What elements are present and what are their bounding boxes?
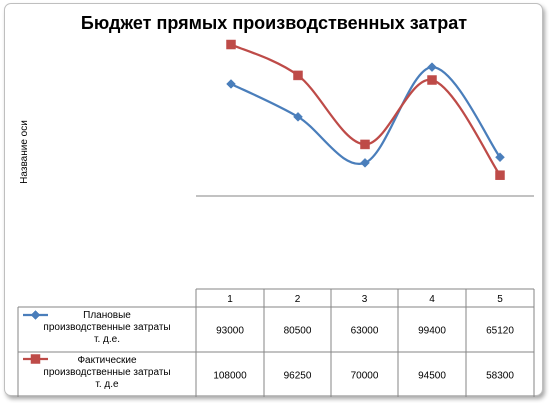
series-name: производственные затраты bbox=[43, 322, 170, 333]
series-name: Плановые bbox=[83, 310, 131, 321]
table-value-cell: 65120 bbox=[486, 326, 514, 337]
series-name: Фактические bbox=[77, 355, 137, 366]
series-1-point-2 bbox=[293, 111, 303, 122]
legend-key-marker-2 bbox=[30, 354, 41, 364]
series-line-1 bbox=[230, 65, 501, 166]
table-value-cell: 99400 bbox=[418, 326, 446, 337]
series-name: т. д.е bbox=[95, 379, 119, 390]
series-2-point-5 bbox=[495, 170, 505, 180]
chart-title: Бюджет прямых производственных затрат bbox=[81, 13, 467, 33]
series-name: т. д.е. bbox=[94, 334, 120, 345]
legend-key-marker-1 bbox=[30, 310, 41, 320]
table-header-cell: 3 bbox=[362, 294, 368, 305]
table-value-cell: 58300 bbox=[486, 371, 514, 382]
table-header-cell: 1 bbox=[227, 294, 233, 305]
table-header-cell: 5 bbox=[497, 294, 503, 305]
table-value-cell: 70000 bbox=[351, 371, 379, 382]
table-value-cell: 93000 bbox=[216, 326, 244, 337]
series-2-point-3 bbox=[360, 139, 370, 150]
table-value-cell: 96250 bbox=[284, 371, 312, 382]
table-header-cell: 2 bbox=[295, 294, 301, 305]
series-2-point-1 bbox=[226, 39, 236, 50]
table-value-cell: 80500 bbox=[284, 326, 312, 337]
chart-area bbox=[4, 3, 543, 396]
series-name: производственные затраты bbox=[43, 367, 170, 378]
table-value-cell: 63000 bbox=[351, 326, 379, 337]
y-axis-label: Название оси bbox=[19, 120, 30, 184]
series-1-point-4 bbox=[427, 62, 437, 72]
series-1-point-1 bbox=[226, 79, 236, 89]
series-1-point-3 bbox=[360, 157, 370, 168]
series-2-point-2 bbox=[293, 70, 303, 81]
series-line-2 bbox=[230, 43, 501, 176]
series-1-point-5 bbox=[495, 152, 505, 163]
table-header-cell: 4 bbox=[429, 294, 435, 305]
plot-area bbox=[196, 39, 534, 197]
table-value-cell: 108000 bbox=[213, 371, 247, 382]
table-value-cell: 94500 bbox=[418, 371, 446, 382]
series-2-point-4 bbox=[427, 75, 437, 85]
